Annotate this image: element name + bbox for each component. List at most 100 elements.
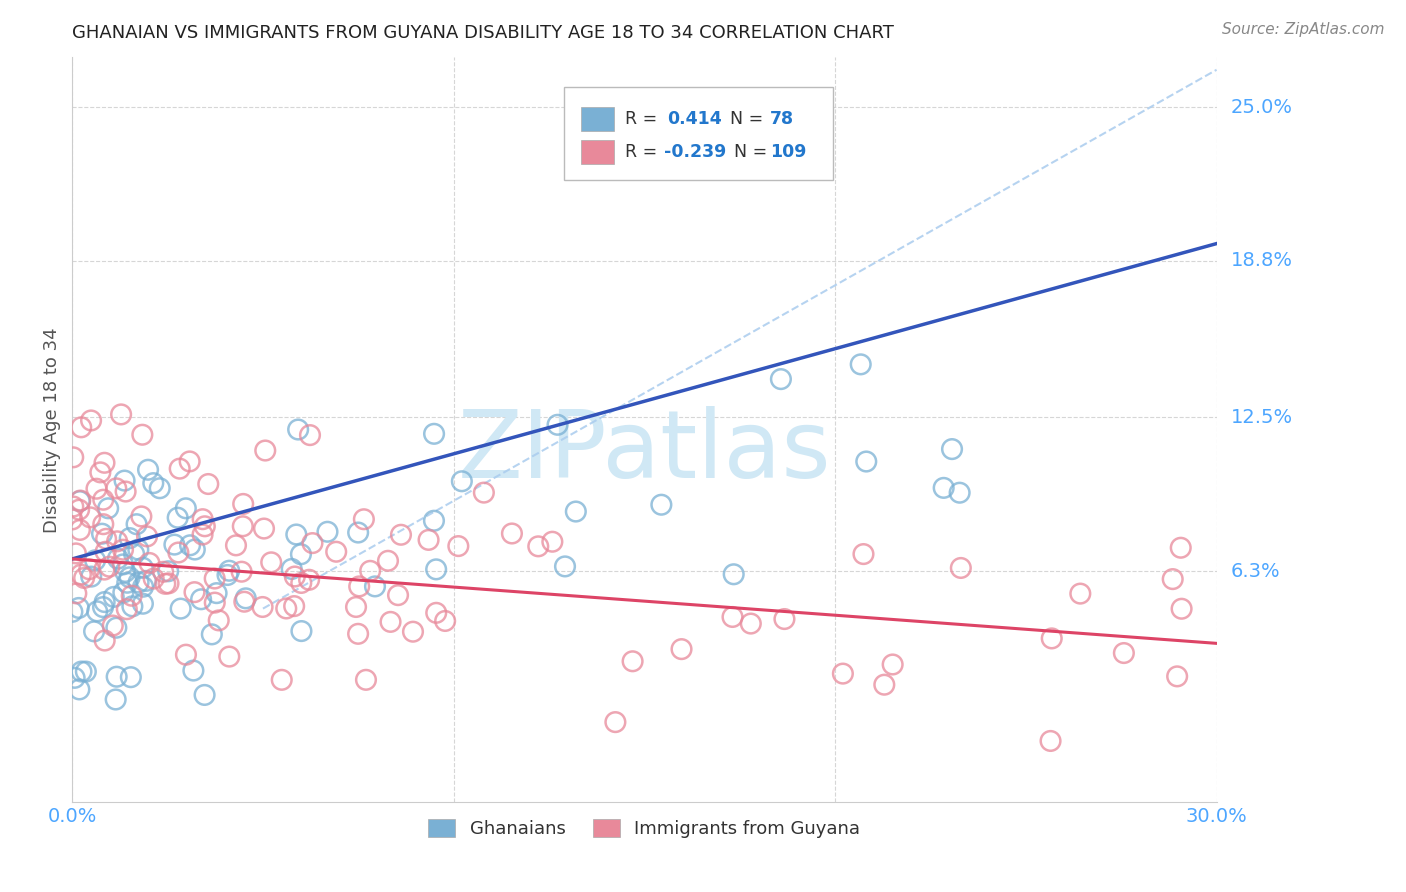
- Point: [541, 534, 564, 549]
- Point: [347, 627, 370, 641]
- Point: [118, 531, 141, 545]
- Point: [191, 512, 214, 526]
- Point: [105, 621, 128, 635]
- Text: 18.8%: 18.8%: [1230, 252, 1292, 270]
- Point: [949, 561, 972, 575]
- Point: [93, 456, 115, 470]
- Point: [132, 561, 155, 575]
- Point: [447, 539, 470, 553]
- Point: [316, 524, 339, 539]
- Point: [91, 517, 114, 532]
- Point: [225, 538, 247, 552]
- Text: GHANAIAN VS IMMIGRANTS FROM GUYANA DISABILITY AGE 18 TO 34 CORRELATION CHART: GHANAIAN VS IMMIGRANTS FROM GUYANA DISAB…: [72, 24, 894, 42]
- Point: [69, 523, 91, 537]
- Point: [347, 579, 370, 593]
- Point: [769, 372, 792, 386]
- Point: [565, 504, 588, 518]
- Point: [472, 485, 495, 500]
- Point: [89, 466, 111, 480]
- Point: [142, 572, 165, 586]
- Point: [80, 569, 103, 583]
- Point: [1112, 646, 1135, 660]
- Point: [276, 601, 298, 615]
- Point: [1039, 734, 1062, 748]
- Point: [103, 590, 125, 604]
- Point: [62, 500, 84, 514]
- Text: N =: N =: [734, 143, 772, 161]
- Point: [69, 494, 91, 508]
- Text: N =: N =: [718, 111, 769, 128]
- Point: [855, 454, 877, 468]
- Point: [97, 501, 120, 516]
- Point: [1161, 572, 1184, 586]
- Point: [70, 420, 93, 434]
- Point: [650, 498, 672, 512]
- Point: [111, 542, 134, 557]
- Point: [380, 615, 402, 629]
- Point: [114, 474, 136, 488]
- Point: [344, 599, 367, 614]
- Point: [114, 565, 136, 579]
- Point: [112, 585, 135, 599]
- Point: [184, 542, 207, 557]
- Point: [270, 673, 292, 687]
- Point: [205, 586, 228, 600]
- Point: [218, 649, 240, 664]
- Point: [169, 601, 191, 615]
- Point: [91, 492, 114, 507]
- Text: 78: 78: [770, 111, 794, 128]
- Text: 6.3%: 6.3%: [1230, 562, 1279, 581]
- Point: [402, 624, 425, 639]
- Point: [773, 612, 796, 626]
- Point: [93, 563, 115, 577]
- Point: [873, 678, 896, 692]
- Point: [1170, 541, 1192, 555]
- Point: [232, 497, 254, 511]
- Point: [377, 554, 399, 568]
- Point: [117, 575, 139, 590]
- Point: [301, 536, 323, 550]
- Point: [104, 692, 127, 706]
- Point: [527, 539, 550, 553]
- Point: [190, 592, 212, 607]
- Point: [283, 599, 305, 614]
- Point: [101, 618, 124, 632]
- Point: [423, 426, 446, 441]
- Point: [418, 533, 440, 547]
- Point: [231, 565, 253, 579]
- Point: [121, 589, 143, 603]
- Point: [65, 546, 87, 560]
- Text: 25.0%: 25.0%: [1230, 97, 1292, 117]
- Point: [253, 522, 276, 536]
- Point: [132, 597, 155, 611]
- Point: [1040, 632, 1063, 646]
- Point: [671, 642, 693, 657]
- Point: [169, 461, 191, 475]
- Point: [75, 665, 97, 679]
- Legend: Ghanaians, Immigrants from Guyana: Ghanaians, Immigrants from Guyana: [422, 812, 868, 846]
- Point: [554, 559, 576, 574]
- Point: [114, 484, 136, 499]
- Point: [122, 547, 145, 561]
- Point: [179, 454, 201, 468]
- Bar: [582, 140, 613, 164]
- Point: [233, 595, 256, 609]
- Point: [359, 564, 381, 578]
- Text: Source: ZipAtlas.com: Source: ZipAtlas.com: [1222, 22, 1385, 37]
- Point: [194, 688, 217, 702]
- Point: [86, 482, 108, 496]
- Point: [204, 596, 226, 610]
- Point: [547, 417, 569, 432]
- Point: [941, 442, 963, 456]
- Point: [235, 591, 257, 606]
- Point: [167, 545, 190, 559]
- Point: [174, 501, 197, 516]
- Point: [298, 428, 321, 442]
- Point: [298, 573, 321, 587]
- Point: [105, 534, 128, 549]
- Point: [423, 514, 446, 528]
- Point: [621, 654, 644, 668]
- Point: [501, 526, 523, 541]
- Point: [325, 545, 347, 559]
- Point: [347, 525, 370, 540]
